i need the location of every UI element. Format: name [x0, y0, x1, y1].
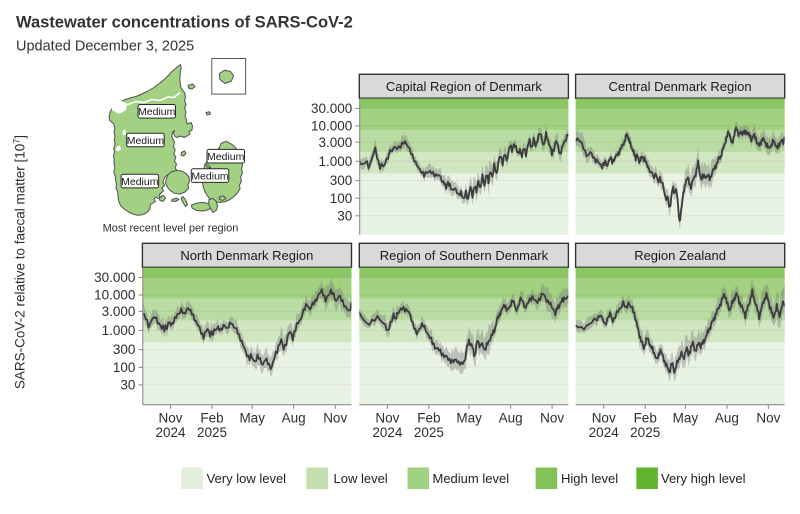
svg-text:Nov: Nov: [592, 410, 616, 425]
svg-text:Medium: Medium: [191, 170, 229, 182]
svg-text:100: 100: [330, 191, 353, 206]
svg-text:Medium: Medium: [138, 106, 176, 118]
svg-text:North Denmark Region: North Denmark Region: [180, 248, 313, 263]
svg-text:Aug: Aug: [282, 410, 306, 425]
svg-text:Aug: Aug: [499, 410, 523, 425]
svg-text:300: 300: [113, 342, 136, 357]
svg-text:Low level: Low level: [334, 471, 388, 486]
svg-text:30.000: 30.000: [94, 270, 135, 285]
svg-text:1.000: 1.000: [102, 323, 136, 338]
svg-text:300: 300: [330, 173, 353, 188]
svg-text:2024: 2024: [589, 425, 620, 440]
svg-text:Medium: Medium: [127, 135, 165, 147]
svg-text:Nov: Nov: [756, 410, 780, 425]
svg-text:3.000: 3.000: [319, 135, 353, 150]
svg-text:Most recent level per region: Most recent level per region: [103, 223, 239, 235]
svg-text:Region of Southern Denmark: Region of Southern Denmark: [380, 248, 549, 263]
svg-text:SARS-CoV-2 relative to faecal: SARS-CoV-2 relative to faecal matter [10…: [12, 135, 28, 389]
svg-text:30: 30: [337, 208, 352, 223]
svg-text:Medium: Medium: [121, 176, 159, 188]
svg-text:Feb: Feb: [417, 410, 440, 425]
svg-text:High level: High level: [561, 471, 618, 486]
svg-text:Wastewater concentrations of S: Wastewater concentrations of SARS-CoV-2: [16, 14, 353, 32]
svg-text:Capital Region of Denmark: Capital Region of Denmark: [386, 79, 543, 94]
svg-text:Region Zealand: Region Zealand: [634, 248, 726, 263]
svg-text:Aug: Aug: [715, 410, 739, 425]
svg-text:Nov: Nov: [375, 410, 399, 425]
svg-text:2024: 2024: [155, 425, 186, 440]
svg-text:Central Denmark Region: Central Denmark Region: [609, 79, 752, 94]
svg-text:May: May: [456, 410, 482, 425]
svg-text:2025: 2025: [197, 425, 227, 440]
svg-text:Nov: Nov: [540, 410, 564, 425]
svg-text:2025: 2025: [630, 425, 660, 440]
svg-text:Nov: Nov: [158, 410, 182, 425]
svg-text:May: May: [239, 410, 265, 425]
svg-text:30: 30: [120, 378, 135, 393]
svg-text:Medium level: Medium level: [433, 471, 510, 486]
svg-text:Nov: Nov: [323, 410, 347, 425]
svg-text:3.000: 3.000: [102, 304, 136, 319]
svg-text:2025: 2025: [414, 425, 444, 440]
svg-text:10.000: 10.000: [311, 119, 352, 134]
svg-text:2024: 2024: [372, 425, 403, 440]
svg-text:Feb: Feb: [634, 410, 657, 425]
svg-text:Very high level: Very high level: [661, 471, 746, 486]
svg-text:30.000: 30.000: [311, 101, 352, 116]
svg-text:100: 100: [113, 360, 136, 375]
svg-text:10.000: 10.000: [94, 288, 135, 303]
svg-text:Very low level: Very low level: [207, 471, 287, 486]
svg-text:Feb: Feb: [200, 410, 223, 425]
svg-text:May: May: [673, 410, 699, 425]
svg-text:1.000: 1.000: [319, 154, 353, 169]
svg-text:Medium: Medium: [207, 151, 245, 163]
svg-text:Updated December 3, 2025: Updated December 3, 2025: [16, 39, 194, 55]
